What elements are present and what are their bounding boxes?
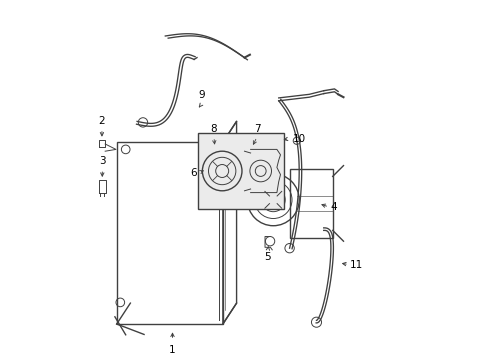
Text: 8: 8: [210, 124, 217, 134]
Text: 2: 2: [99, 116, 105, 126]
Text: 10: 10: [292, 134, 305, 144]
Text: 1: 1: [169, 345, 176, 355]
Text: 5: 5: [264, 252, 271, 262]
Text: 9: 9: [198, 90, 204, 100]
Text: 3: 3: [99, 156, 105, 166]
Text: 7: 7: [253, 124, 260, 134]
Text: 11: 11: [349, 260, 363, 270]
Bar: [289, 169, 332, 238]
Text: 6: 6: [190, 168, 196, 178]
Text: 4: 4: [329, 202, 336, 212]
Bar: [197, 133, 284, 209]
